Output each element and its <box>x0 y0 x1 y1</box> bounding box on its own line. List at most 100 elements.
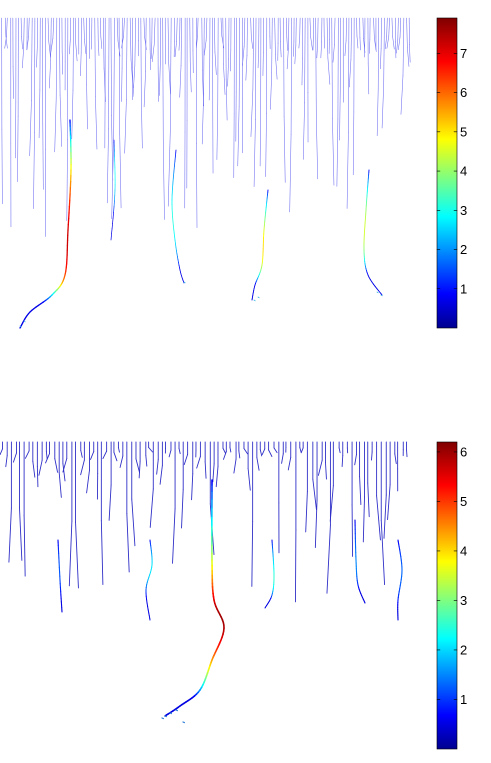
stream-line <box>348 17 350 133</box>
stream-line <box>45 450 48 460</box>
colorbar-top-ticks: 1 2 3 4 5 6 7 <box>436 46 467 296</box>
stream-line <box>341 455 344 467</box>
stream-line <box>250 17 252 37</box>
main-river <box>399 552 402 558</box>
stream-line <box>243 17 246 47</box>
stream-line <box>75 43 78 62</box>
stream-line <box>205 17 208 41</box>
stream-line <box>26 36 29 50</box>
stream-line <box>74 17 77 44</box>
stream-line <box>31 17 33 101</box>
colorbar-tick-label: 4 <box>460 543 467 558</box>
stream-line <box>214 17 216 53</box>
river-end-dot <box>169 712 172 715</box>
colorbar-tick-label: 7 <box>460 46 467 61</box>
colorbar-top-gradient <box>436 17 458 329</box>
stream-line <box>97 40 100 56</box>
colorbar-top: 1 2 3 4 5 6 7 <box>436 17 467 329</box>
stream-line <box>170 17 172 132</box>
stream-line <box>69 39 71 55</box>
stream-line <box>150 42 153 59</box>
stream-line <box>111 138 114 219</box>
stream-line <box>281 453 284 464</box>
stream-line <box>32 460 36 478</box>
stream-line <box>4 17 7 37</box>
stream-line <box>216 102 219 160</box>
stream-line <box>42 120 44 190</box>
stream-line <box>113 17 115 139</box>
stream-line <box>201 93 204 145</box>
stream-line <box>148 447 154 453</box>
stream-line <box>326 524 331 594</box>
stream-line <box>326 17 329 59</box>
stream-line <box>111 114 114 181</box>
main-river <box>175 249 178 254</box>
stream-line <box>106 128 109 204</box>
river-end-dot <box>19 325 22 328</box>
stream-line <box>229 447 232 453</box>
stream-line <box>117 447 120 453</box>
stream-line <box>238 450 241 459</box>
stream-line <box>245 55 248 81</box>
stream-line <box>286 48 289 70</box>
stream-line <box>317 459 323 476</box>
stream-line <box>394 453 397 465</box>
stream-line <box>298 35 301 49</box>
stream-line <box>208 66 211 101</box>
stream-line <box>145 454 148 467</box>
stream-line <box>126 17 128 100</box>
stream-line <box>223 451 227 460</box>
stream-line <box>119 455 124 468</box>
colorbar-tick-label: 4 <box>460 164 467 179</box>
main-river <box>176 253 178 258</box>
stream-line <box>398 36 401 51</box>
stream-line <box>17 115 19 182</box>
colorbar-tick-label: 2 <box>460 642 467 657</box>
stream-line <box>71 90 74 140</box>
stream-line <box>138 461 141 479</box>
stream-line <box>369 38 371 54</box>
river-end-dot <box>182 721 185 724</box>
panel-bottom: 1 2 3 4 5 6 <box>0 441 467 750</box>
stream-line <box>346 132 349 209</box>
stream-line <box>4 35 7 49</box>
stream-line <box>225 79 228 121</box>
main-river <box>177 256 179 261</box>
stream-line <box>167 17 170 64</box>
river-network-plot-bottom <box>0 441 408 724</box>
stream-line <box>312 478 317 511</box>
stream-line <box>174 40 177 58</box>
stream-line <box>399 17 402 38</box>
main-river <box>380 293 383 296</box>
stream-line <box>110 17 112 116</box>
stream-line <box>349 59 352 88</box>
stream-line <box>178 447 181 455</box>
stream-line <box>47 17 50 42</box>
stream-line <box>196 143 198 228</box>
stream-line <box>80 459 85 476</box>
stream-line <box>100 36 103 49</box>
stream-line <box>90 451 95 460</box>
stream-line <box>145 17 147 72</box>
stream-line <box>23 515 26 577</box>
stream-line <box>134 17 136 66</box>
stream-line <box>149 488 154 528</box>
stream-line <box>132 64 136 97</box>
stream-line <box>261 448 266 455</box>
stream-line <box>251 520 254 587</box>
stream-line <box>384 36 387 50</box>
stream-line <box>253 118 256 187</box>
stream-line <box>162 17 164 140</box>
stream-line <box>331 17 333 119</box>
stream-line <box>268 449 273 457</box>
colorbar-tick-label: 2 <box>460 242 467 257</box>
stream-line <box>135 458 141 474</box>
stream-line <box>75 521 79 589</box>
stream-line <box>383 17 385 85</box>
stream-line <box>196 35 198 49</box>
stream-line <box>12 452 17 463</box>
stream-line <box>320 41 322 59</box>
river-end-dot <box>253 299 256 302</box>
stream-line <box>250 36 253 49</box>
stream-line <box>376 88 379 136</box>
